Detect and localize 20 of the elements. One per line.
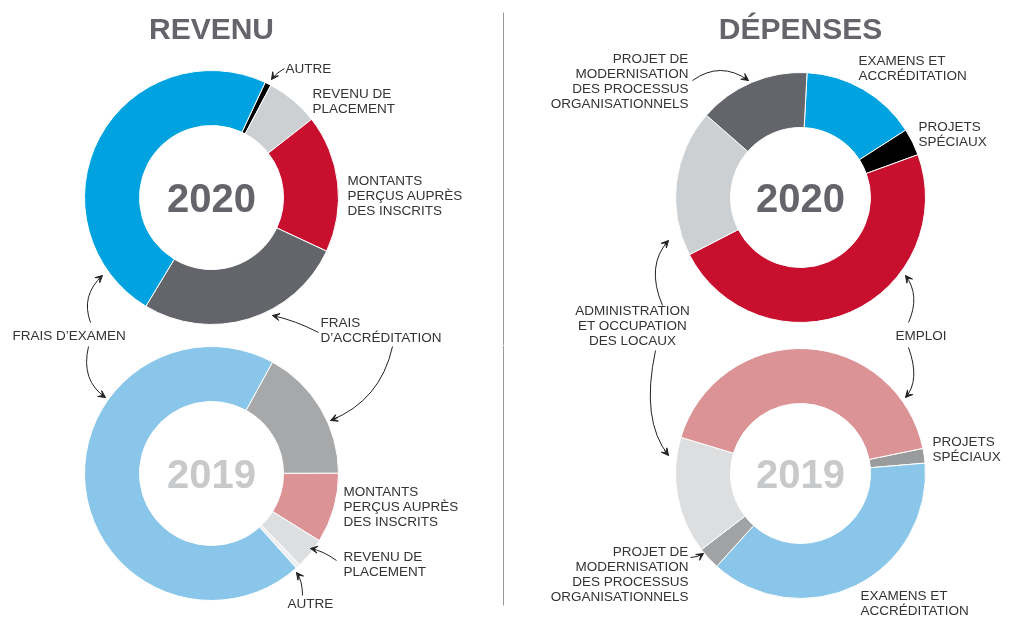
slice-label: MONTANTS PERÇUS AUPRÈS DES INSCRITS [343, 483, 459, 529]
slice-label: MONTANTS PERÇUS AUPRÈS DES INSCRITS [347, 172, 463, 218]
slice-label: REVENU DE PLACEMENT [312, 85, 396, 116]
slice-label: PROJETS SPÉCIAUX [932, 433, 1001, 464]
slice-label: ADMINISTRATION ET OCCUPATION DES LOCAUX [575, 302, 690, 348]
chart-title: DÉPENSES [718, 12, 883, 45]
slice-label: EMPLOI [895, 327, 947, 343]
chart-title: REVENU [148, 12, 275, 45]
text: 2020 [756, 175, 845, 220]
slice-label: FRAIS D’EXAMEN [12, 327, 126, 343]
slice-label: REVENU DE PLACEMENT [343, 548, 427, 579]
slice-label: EXAMENS ET ACCRÉDITATION [858, 52, 967, 83]
slice-label: FRAIS D’ACCRÉDITATION [320, 314, 442, 345]
slice-label: EXAMENS ET ACCRÉDITATION [860, 587, 969, 617]
slice-label: PROJET DE MODERNISATION DES PROCESSUS ORGANISATIONNELS [550, 543, 689, 604]
slice-label: AUTRE [287, 595, 334, 611]
text: 2020 [167, 175, 256, 220]
slice-label: AUTRE [285, 60, 332, 76]
slice-label: PROJETS SPÉCIAUX [918, 118, 987, 149]
slice-label: PROJET DE MODERNISATION DES PROCESSUS ORGANISATIONNELS [550, 50, 689, 111]
